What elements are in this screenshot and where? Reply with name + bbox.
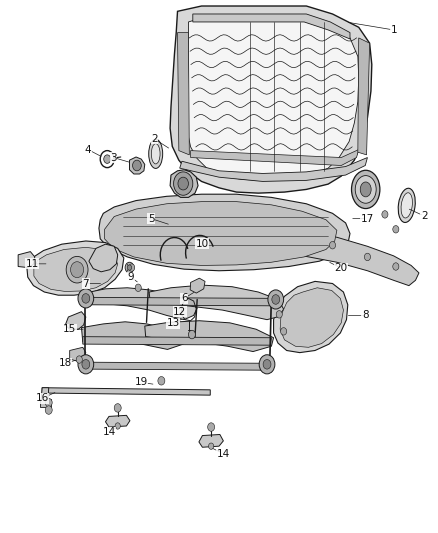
Circle shape xyxy=(329,241,336,249)
Circle shape xyxy=(178,177,188,190)
Circle shape xyxy=(364,253,371,261)
Polygon shape xyxy=(187,17,359,180)
Polygon shape xyxy=(199,434,223,447)
Polygon shape xyxy=(40,399,51,407)
Polygon shape xyxy=(297,230,419,286)
Text: 18: 18 xyxy=(59,358,72,368)
Polygon shape xyxy=(130,157,145,174)
Ellipse shape xyxy=(401,193,413,218)
Text: 16: 16 xyxy=(35,393,49,403)
Polygon shape xyxy=(99,194,350,271)
Polygon shape xyxy=(70,348,86,361)
Polygon shape xyxy=(358,38,370,155)
Circle shape xyxy=(135,284,141,292)
Circle shape xyxy=(127,265,132,270)
Text: 19: 19 xyxy=(134,377,148,387)
Circle shape xyxy=(125,262,134,273)
Circle shape xyxy=(76,356,82,364)
Text: 5: 5 xyxy=(148,214,155,224)
Circle shape xyxy=(259,355,275,374)
Circle shape xyxy=(78,355,94,374)
Polygon shape xyxy=(85,288,197,320)
Text: 2: 2 xyxy=(421,211,427,221)
Polygon shape xyxy=(177,33,189,155)
Circle shape xyxy=(393,263,399,270)
Text: 15: 15 xyxy=(63,324,76,334)
Polygon shape xyxy=(106,415,130,427)
Text: 1: 1 xyxy=(390,25,397,35)
Circle shape xyxy=(133,160,141,171)
Circle shape xyxy=(104,155,111,164)
Circle shape xyxy=(208,423,215,431)
Polygon shape xyxy=(280,288,343,348)
Circle shape xyxy=(45,398,52,407)
Circle shape xyxy=(173,172,193,195)
Text: 14: 14 xyxy=(102,427,116,438)
Polygon shape xyxy=(34,247,118,292)
Text: 6: 6 xyxy=(181,293,187,303)
Circle shape xyxy=(129,264,135,271)
Text: 8: 8 xyxy=(362,310,369,320)
Text: 12: 12 xyxy=(173,306,186,317)
Circle shape xyxy=(71,262,84,278)
Polygon shape xyxy=(170,6,372,193)
Circle shape xyxy=(66,256,88,283)
Ellipse shape xyxy=(360,182,371,197)
Text: 4: 4 xyxy=(85,144,92,155)
Polygon shape xyxy=(170,169,198,197)
Circle shape xyxy=(114,403,121,412)
Text: 20: 20 xyxy=(335,263,348,273)
Circle shape xyxy=(45,406,52,414)
Circle shape xyxy=(208,443,214,449)
Polygon shape xyxy=(89,244,118,272)
Text: 2: 2 xyxy=(151,134,158,144)
Text: 9: 9 xyxy=(127,272,134,282)
Ellipse shape xyxy=(355,175,376,203)
Circle shape xyxy=(115,423,120,429)
Text: 7: 7 xyxy=(82,279,89,288)
Text: 14: 14 xyxy=(217,449,230,458)
Polygon shape xyxy=(41,387,49,402)
Circle shape xyxy=(82,360,90,369)
Polygon shape xyxy=(83,362,263,370)
Text: 11: 11 xyxy=(25,259,39,269)
Polygon shape xyxy=(65,312,86,329)
Polygon shape xyxy=(180,158,367,181)
Text: 3: 3 xyxy=(110,152,117,163)
Polygon shape xyxy=(193,14,350,39)
Polygon shape xyxy=(149,285,284,320)
Polygon shape xyxy=(83,337,272,345)
Text: 13: 13 xyxy=(166,318,180,328)
Circle shape xyxy=(263,360,271,369)
Polygon shape xyxy=(81,322,184,350)
Polygon shape xyxy=(27,241,124,295)
Ellipse shape xyxy=(149,139,162,168)
Text: 10: 10 xyxy=(196,239,209,248)
Text: 17: 17 xyxy=(361,214,374,224)
Circle shape xyxy=(393,225,399,233)
Polygon shape xyxy=(18,252,35,268)
Circle shape xyxy=(158,376,165,385)
Circle shape xyxy=(276,311,283,318)
Polygon shape xyxy=(105,201,337,265)
Ellipse shape xyxy=(151,144,160,164)
Polygon shape xyxy=(190,278,205,293)
Polygon shape xyxy=(42,387,210,395)
Circle shape xyxy=(281,328,287,335)
Circle shape xyxy=(188,330,195,339)
Circle shape xyxy=(268,290,284,309)
Ellipse shape xyxy=(352,170,380,208)
Polygon shape xyxy=(85,297,280,306)
Polygon shape xyxy=(274,281,348,353)
Circle shape xyxy=(78,289,94,308)
Ellipse shape xyxy=(398,188,415,222)
Polygon shape xyxy=(191,150,359,165)
Circle shape xyxy=(82,294,90,303)
Circle shape xyxy=(272,295,280,304)
Circle shape xyxy=(382,211,388,218)
Polygon shape xyxy=(145,321,274,352)
